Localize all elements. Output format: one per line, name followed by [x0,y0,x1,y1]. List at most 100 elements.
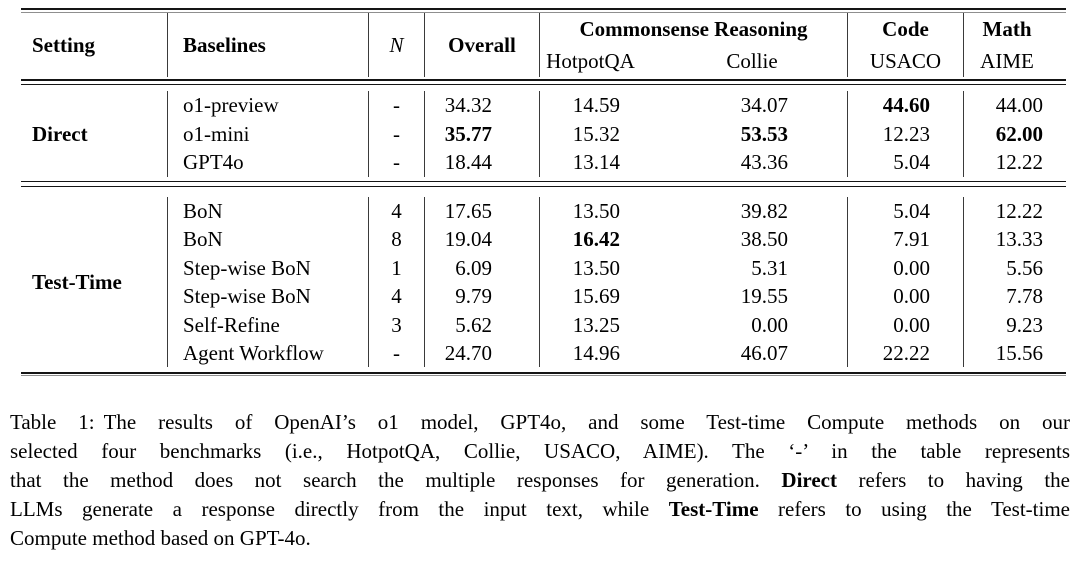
cell-usaco: 0.00 [847,282,963,311]
caption-line: Table 1: The results of OpenAI’s o1 model… [10,408,1070,437]
header-n: N [368,13,424,77]
cell-n: - [368,119,424,148]
cell-baseline: Agent Workflow [167,338,368,368]
header-baselines: Baselines [167,13,368,77]
cell-aime: 12.22 [963,148,1066,177]
cell-collie: 43.36 [740,150,788,174]
caption-bold-test-time: Test-Time [668,497,759,521]
cell-collie: 0.00 [751,312,788,337]
cell-usaco: 12.23 [847,119,963,148]
cell-overall: 34.32 [424,91,539,120]
cell-overall: 24.70 [424,338,539,368]
cell-aime: 62.00 [963,119,1066,148]
cell-baseline: Step-wise BoN [167,282,368,311]
cell-overall: 18.44 [424,148,539,177]
section-double-rule-upper [21,180,1066,183]
cell-aime: 15.56 [963,338,1066,368]
cell-collie: 34.07 [740,93,788,117]
cell-baseline: o1-preview [167,91,368,120]
table-bottom-rule [21,371,1066,374]
header-commonsense-group: Commonsense Reasoning [539,13,847,45]
cell-hotpotqa: 13.14 [539,148,693,177]
section-label-direct: Direct [32,121,88,146]
cell-collie: 19.55 [740,284,788,309]
caption-text: selected four benchmarks (i.e., HotpotQA… [10,439,1070,463]
cell-usaco: 44.60 [847,91,963,120]
header-hotpotqa: HotpotQA [539,45,693,77]
cell-baseline: BoN [167,197,368,226]
cell-n: 3 [368,310,424,339]
header-collie: Collie [726,49,778,73]
cell-usaco: 5.04 [847,148,963,177]
cell-collie: 5.31 [751,255,788,280]
header-double-rule-upper [21,79,1066,81]
cell-hotpotqa: 13.50 [539,197,693,226]
cell-overall: 5.62 [424,310,539,339]
cell-usaco: 7.91 [847,225,963,254]
caption-bold-direct: Direct [781,468,837,492]
cell-hotpotqa: 14.96 [539,338,693,368]
cell-aime: 13.33 [963,225,1066,254]
caption-text: refers to having the [836,468,1070,492]
header-overall: Overall [424,13,539,77]
cell-usaco: 22.22 [847,338,963,368]
cell-aime: 7.78 [963,282,1066,311]
cell-usaco: 5.04 [847,197,963,226]
caption-line: selected four benchmarks (i.e., HotpotQA… [10,437,1070,466]
cell-hotpotqa: 15.69 [539,282,693,311]
cell-aime: 44.00 [963,91,1066,120]
header-double-rule-lower [21,83,1066,86]
cell-hotpotqa: 14.59 [539,91,693,120]
table-section-test-time: Test-Time BoN 4 17.65 13.50 39.82 5.04 1… [21,197,1066,368]
cell-baseline: Self-Refine [167,310,368,339]
section-label-test-time: Test-Time [32,269,122,294]
caption-line: that the method does not search the mult… [10,466,1070,495]
cell-collie: 38.50 [740,227,788,252]
cell-baseline: BoN [167,225,368,254]
cell-overall: 35.77 [424,119,539,148]
caption-text: LLMs generate a response directly from t… [10,497,669,521]
cell-baseline: Step-wise BoN [167,253,368,283]
cell-hotpotqa: 15.32 [539,119,693,148]
cell-baseline: o1-mini [167,119,368,148]
caption-text: Compute method based on GPT-4o. [10,526,311,550]
cell-usaco: 0.00 [847,253,963,283]
cell-n: 1 [368,253,424,283]
cell-collie: 39.82 [740,199,788,223]
cell-n: - [368,338,424,368]
header-math-group: Math [963,13,1066,45]
table-top-rule [21,8,1066,11]
cell-n: 4 [368,282,424,311]
cell-usaco: 0.00 [847,310,963,339]
caption-line: LLMs generate a response directly from t… [10,495,1070,524]
cell-n: 8 [368,225,424,254]
cell-aime: 5.56 [963,253,1066,283]
table-section-direct: Direct o1-preview - 34.32 14.59 34.07 44… [21,91,1066,177]
cell-overall: 9.79 [424,282,539,311]
cell-hotpotqa: 13.50 [539,253,693,283]
caption-line: Compute method based on GPT-4o. [10,524,1070,553]
cell-n: 4 [368,197,424,226]
cell-n: - [368,148,424,177]
table-bottom-rule-shadow [21,375,1066,377]
cell-collie: 46.07 [740,340,788,365]
caption-text: refers to using the Test-time [758,497,1070,521]
cell-baseline: GPT4o [167,148,368,177]
cell-hotpotqa: 16.42 [539,225,693,254]
cell-aime: 12.22 [963,197,1066,226]
cell-collie: 53.53 [740,121,788,146]
header-setting: Setting [32,33,95,57]
table-header-row: Setting Baselines N Overall Commonsense … [21,13,1066,77]
cell-overall: 17.65 [424,197,539,226]
table-caption: Table 1: The results of OpenAI’s o1 model… [10,408,1070,553]
cell-overall: 6.09 [424,253,539,283]
section-double-rule-lower [21,185,1066,188]
cell-overall: 19.04 [424,225,539,254]
header-aime: AIME [963,45,1066,77]
caption-table-number: Table 1: [10,410,95,434]
cell-n: - [368,91,424,120]
caption-text: that the method does not search the mult… [10,468,782,492]
table-top-rule-shadow [21,11,1066,13]
header-usaco: USACO [847,45,963,77]
